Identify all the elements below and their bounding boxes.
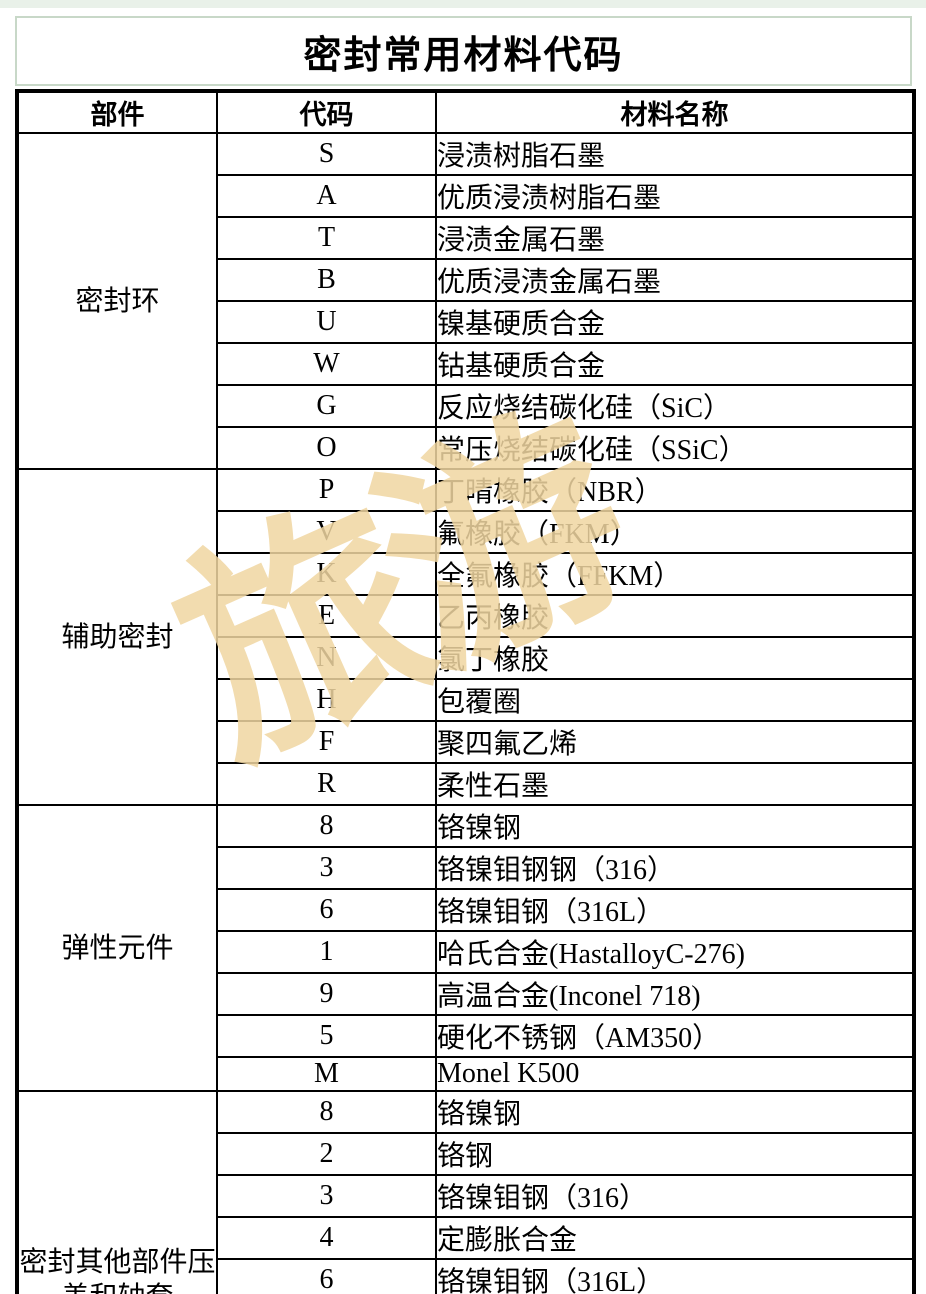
code-cell: G	[216, 384, 437, 428]
material-cell: Monel K500	[435, 1056, 915, 1092]
material-cell: 乙丙橡胶	[435, 594, 915, 638]
material-cell: 优质浸渍金属石墨	[435, 258, 915, 302]
material-cell: 浸渍树脂石墨	[435, 132, 915, 176]
part-cell-seal-ring: 密封环	[16, 132, 218, 470]
material-cell: 铬镍钼钢（316L）	[435, 888, 915, 932]
material-cell: 铬镍钼钢（316）	[435, 1174, 915, 1218]
code-cell: A	[216, 174, 437, 218]
material-cell: 高温合金(Inconel 718)	[435, 972, 915, 1016]
top-strip	[0, 0, 926, 8]
material-cell: 铬镍钢	[435, 1090, 915, 1134]
material-cell: 铬镍钼钢（316L）	[435, 1258, 915, 1294]
material-codes-table-wrap: 部件 代码 材料名称 密封环 S 浸渍树脂石墨 A 优质浸渍树脂石墨 T 浸渍金…	[15, 89, 916, 1294]
material-cell: 反应烧结碳化硅（SiC）	[435, 384, 915, 428]
code-cell: V	[216, 510, 437, 554]
table-row: 密封环 S 浸渍树脂石墨	[16, 132, 915, 470]
code-cell: 9	[216, 972, 437, 1016]
table-row: H 包覆圈	[17, 678, 915, 722]
header-part: 部件	[16, 90, 218, 134]
part-cell-other-parts: 密封其他部件压盖和轴套	[16, 1090, 218, 1294]
table-row: W 钴基硬质合金	[17, 342, 915, 386]
code-cell: E	[216, 594, 437, 638]
material-cell: 聚四氟乙烯	[435, 720, 915, 764]
code-cell: 8	[216, 804, 437, 848]
title-box: 密封常用材料代码	[15, 16, 912, 86]
part-cell-elastic-element: 弹性元件	[16, 804, 218, 1092]
table-row: E 乙丙橡胶	[17, 594, 915, 638]
code-cell: B	[216, 258, 437, 302]
code-cell: 6	[216, 888, 437, 932]
code-cell: F	[216, 720, 437, 764]
table-row: 9 高温合金(Inconel 718)	[17, 972, 915, 1016]
code-cell: M	[216, 1056, 437, 1092]
table-row: 6 铬镍钼钢（316L）	[17, 888, 915, 932]
code-cell: W	[216, 342, 437, 386]
table-row: 1 哈氏合金(HastalloyC-276)	[17, 930, 915, 974]
table-row: K 全氟橡胶（FFKM）	[17, 552, 915, 596]
header-row: 部件 代码 材料名称	[16, 90, 915, 134]
code-cell: U	[216, 300, 437, 344]
material-cell: 优质浸渍树脂石墨	[435, 174, 915, 218]
table-row: V 氟橡胶（FKM）	[17, 510, 915, 554]
material-cell: 哈氏合金(HastalloyC-276)	[435, 930, 915, 974]
table-row: 密封其他部件压盖和轴套 8 铬镍钢	[16, 1090, 915, 1294]
code-cell: 1	[216, 930, 437, 974]
material-cell: 包覆圈	[435, 678, 915, 722]
material-cell: 铬镍钼钢钢（316）	[435, 846, 915, 890]
code-cell: N	[216, 636, 437, 680]
code-cell: R	[216, 762, 437, 806]
code-cell: 4	[216, 1216, 437, 1260]
material-cell: 常压烧结碳化硅（SSiC）	[435, 426, 915, 470]
code-cell: 3	[216, 1174, 437, 1218]
material-cell: 钴基硬质合金	[435, 342, 915, 386]
material-cell: 氯丁橡胶	[435, 636, 915, 680]
table-row: G 反应烧结碳化硅（SiC）	[17, 384, 915, 428]
table-row: T 浸渍金属石墨	[17, 216, 915, 260]
material-cell: 定膨胀合金	[435, 1216, 915, 1260]
header-code: 代码	[216, 90, 437, 134]
code-cell: 5	[216, 1014, 437, 1058]
code-cell: O	[216, 426, 437, 470]
code-cell: 2	[216, 1132, 437, 1176]
table-row: B 优质浸渍金属石墨	[17, 258, 915, 302]
material-cell: 硬化不锈钢（AM350）	[435, 1014, 915, 1058]
code-cell: 3	[216, 846, 437, 890]
table-row: 3 铬镍钼钢钢（316）	[17, 846, 915, 890]
part-cell-auxiliary-seal: 辅助密封	[16, 468, 218, 806]
table-row: R 柔性石墨	[17, 762, 915, 806]
table-row: 辅助密封 P 丁晴橡胶（NBR）	[16, 468, 915, 806]
page-title: 密封常用材料代码	[303, 34, 624, 77]
table-row: M Monel K500	[17, 1056, 915, 1092]
table-row: N 氯丁橡胶	[17, 636, 915, 680]
table-row: 2 铬钢	[17, 1132, 915, 1176]
table-row: A 优质浸渍树脂石墨	[17, 174, 915, 218]
code-cell: 6	[216, 1258, 437, 1294]
code-cell: 8	[216, 1090, 437, 1134]
code-cell: H	[216, 678, 437, 722]
table-row: 5 硬化不锈钢（AM350）	[17, 1014, 915, 1058]
table-row: 3 铬镍钼钢（316）	[17, 1174, 915, 1218]
material-codes-table: 部件 代码 材料名称 密封环 S 浸渍树脂石墨 A 优质浸渍树脂石墨 T 浸渍金…	[15, 89, 916, 1294]
material-cell: 丁晴橡胶（NBR）	[435, 468, 915, 512]
code-cell: T	[216, 216, 437, 260]
material-cell: 铬钢	[435, 1132, 915, 1176]
code-cell: S	[216, 132, 437, 176]
code-cell: K	[216, 552, 437, 596]
header-material: 材料名称	[435, 90, 915, 134]
table-row: U 镍基硬质合金	[17, 300, 915, 344]
material-cell: 铬镍钢	[435, 804, 915, 848]
material-cell: 全氟橡胶（FFKM）	[435, 552, 915, 596]
table-row: F 聚四氟乙烯	[17, 720, 915, 764]
material-cell: 浸渍金属石墨	[435, 216, 915, 260]
table-row: O 常压烧结碳化硅（SSiC）	[17, 426, 915, 470]
material-cell: 镍基硬质合金	[435, 300, 915, 344]
code-cell: P	[216, 468, 437, 512]
material-cell: 柔性石墨	[435, 762, 915, 806]
table-row: 4 定膨胀合金	[17, 1216, 915, 1260]
material-cell: 氟橡胶（FKM）	[435, 510, 915, 554]
table-row: 6 铬镍钼钢（316L）	[17, 1258, 915, 1294]
table-row: 弹性元件 8 铬镍钢	[16, 804, 915, 1092]
